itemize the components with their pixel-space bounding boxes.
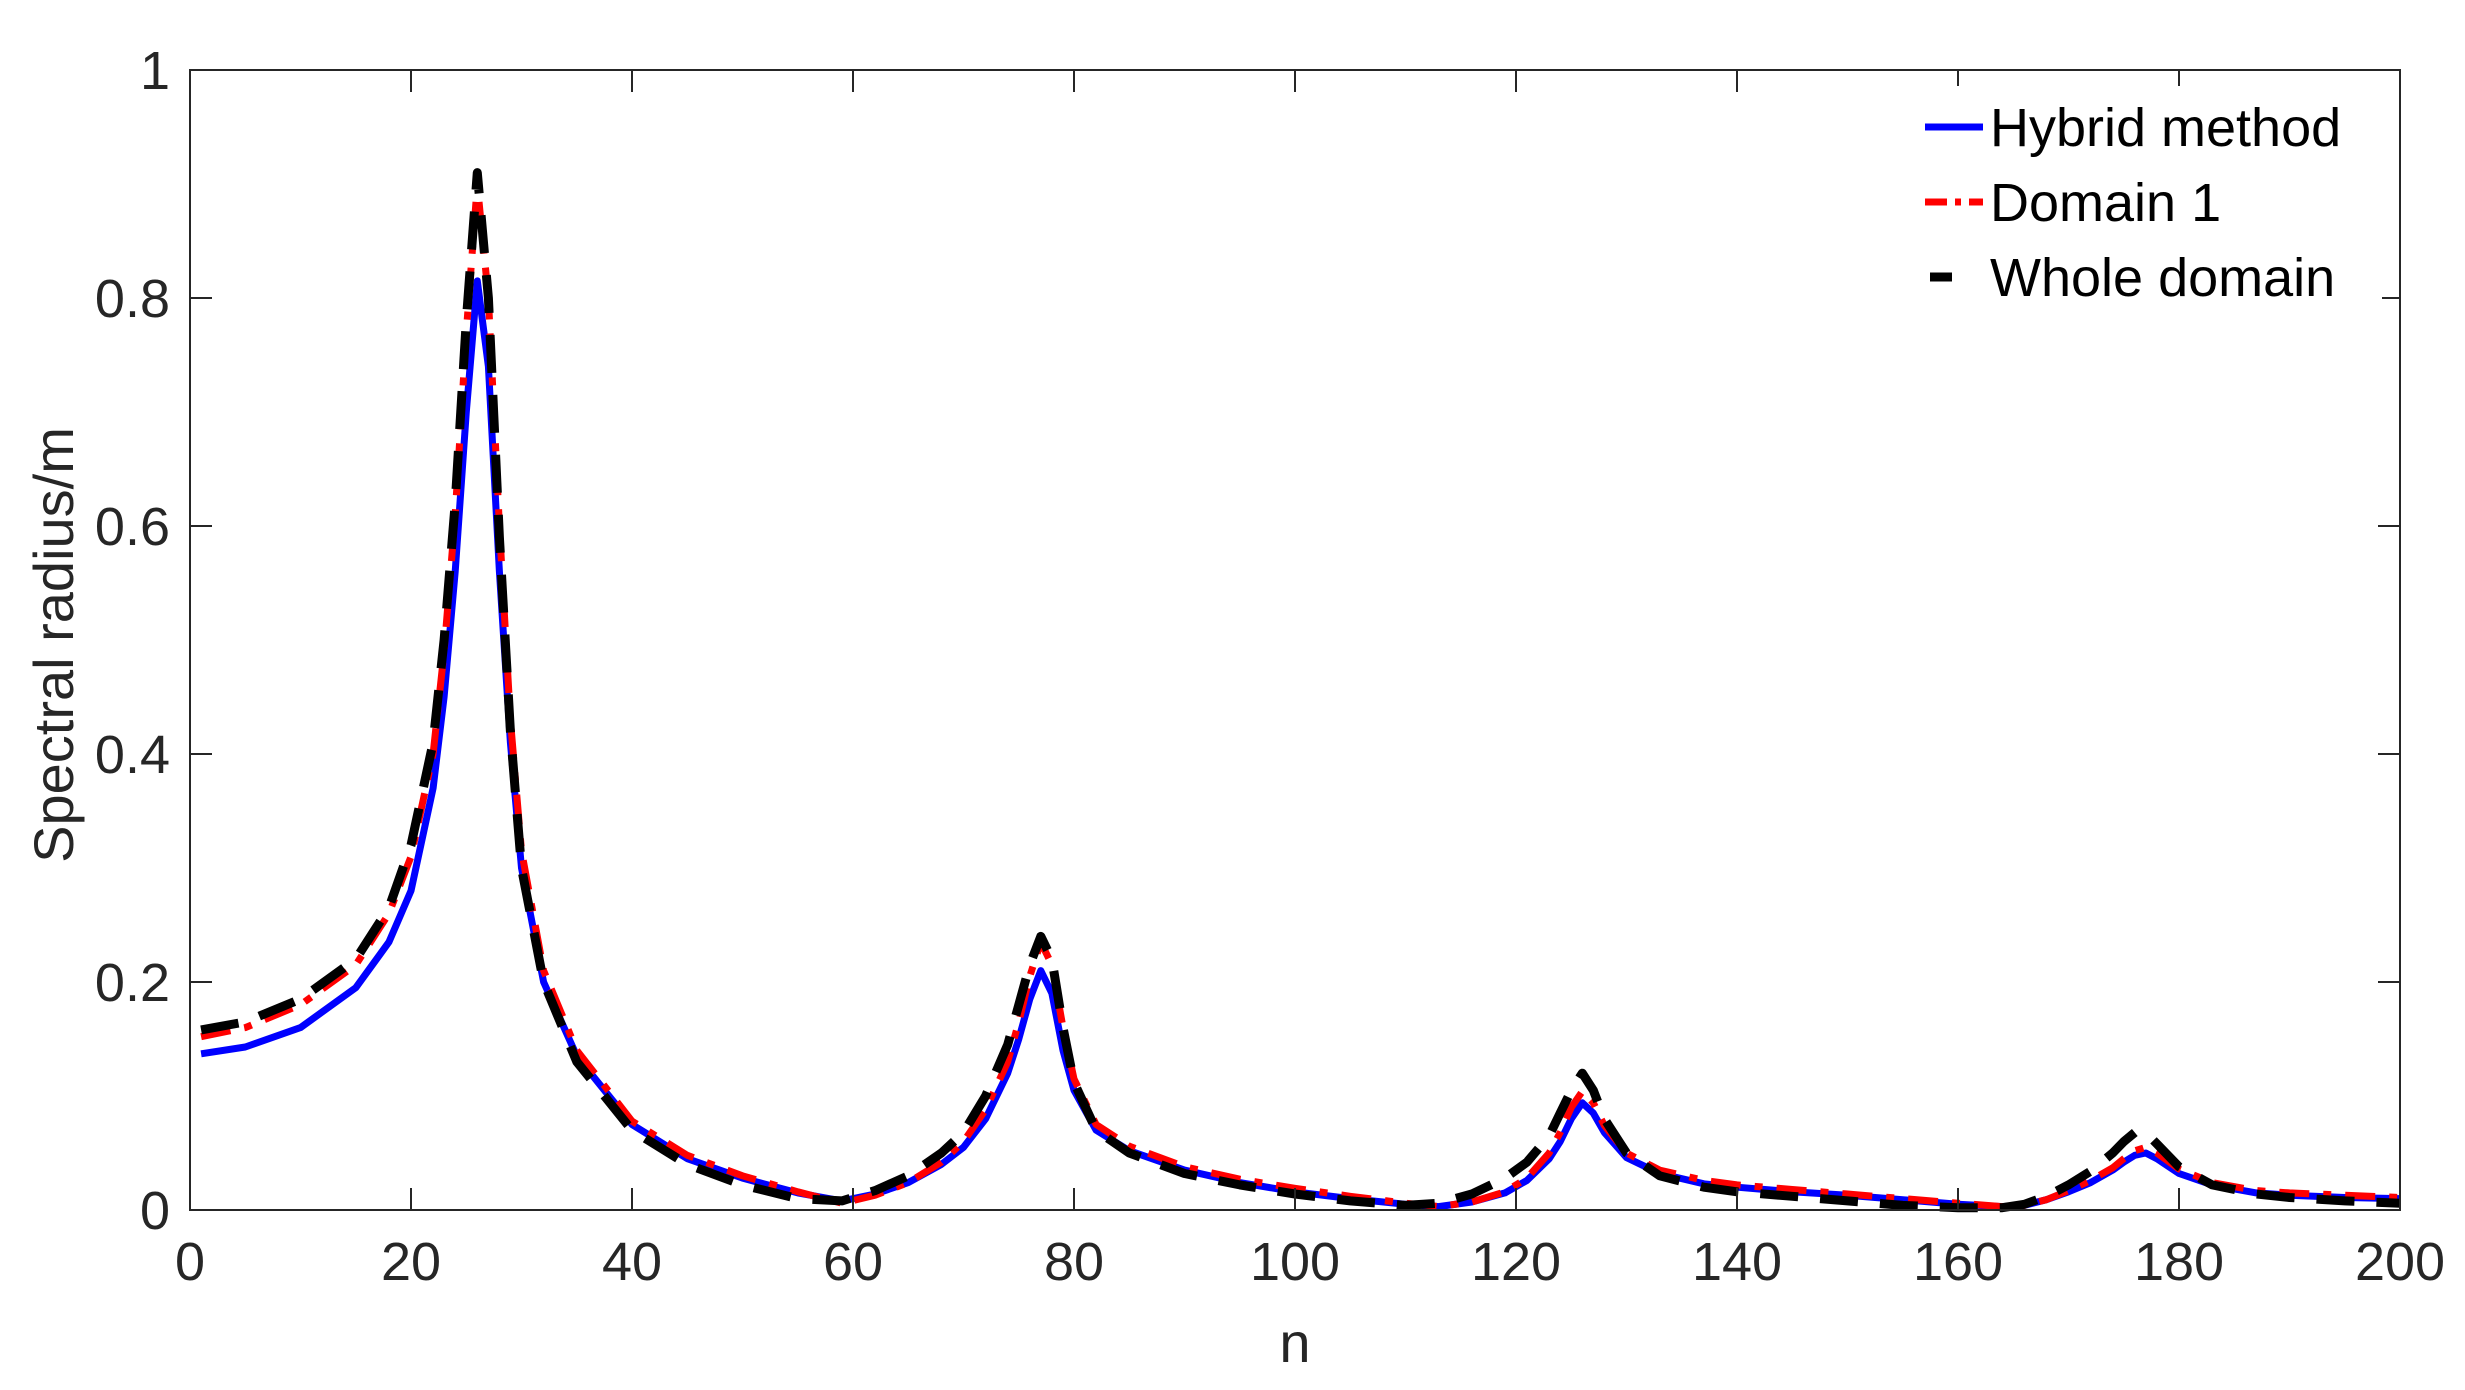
x-tick-layer: 0 20 40 60 80 100 120 140 160 180 200 [175,70,2445,1292]
y-tick-label: 0.2 [95,953,170,1013]
y-tick-label: 0.6 [95,497,170,557]
x-tick-label: 20 [381,1232,441,1292]
series-layer [200,168,2401,1213]
x-tick-label: 160 [1913,1232,2003,1292]
x-axis-label: n [1279,1311,1310,1374]
legend-label-2: Domain 1 [1990,173,2221,233]
x-tick-label: 100 [1250,1232,1340,1292]
y-tick-layer: 0 0.2 0.4 0.6 0.8 1 [95,41,2400,1241]
y-tick-label: 0 [140,1181,170,1241]
legend-box [1912,86,2382,308]
y-axis-label: Spectral radius/m [22,427,85,863]
legend: Hybrid method Domain 1 Whole domain [1912,86,2382,308]
y-tick-label: 1 [140,41,170,101]
y-tick-label: 0.4 [95,725,170,785]
x-tick-label: 60 [823,1232,883,1292]
x-tick-label: 180 [2134,1232,2224,1292]
legend-label-1: Hybrid method [1990,98,2341,158]
x-tick-label: 0 [175,1232,205,1292]
x-tick-label: 80 [1044,1232,1104,1292]
x-tick-label: 120 [1471,1232,1561,1292]
x-tick-label: 40 [602,1232,662,1292]
series-line-3 [200,168,2401,1213]
legend-label-3: Whole domain [1990,248,2335,308]
x-tick-label: 140 [1692,1232,1782,1292]
x-tick-label: 200 [2355,1232,2445,1292]
y-tick-label: 0.8 [95,269,170,329]
